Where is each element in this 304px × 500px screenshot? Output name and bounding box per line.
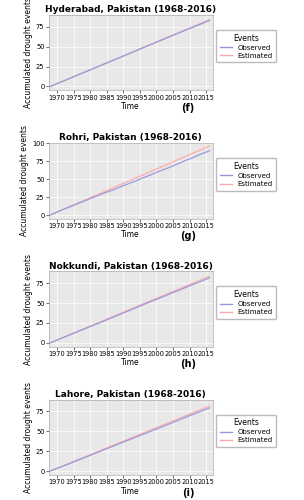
X-axis label: Time: Time bbox=[121, 358, 140, 368]
Y-axis label: Accumulated drought events: Accumulated drought events bbox=[20, 126, 29, 236]
Y-axis label: Accumulated drought events: Accumulated drought events bbox=[24, 382, 33, 493]
Text: (h): (h) bbox=[180, 360, 196, 370]
Title: Hyderabad, Pakistan (1968-2016): Hyderabad, Pakistan (1968-2016) bbox=[45, 5, 216, 14]
Y-axis label: Accumulated drought events: Accumulated drought events bbox=[24, 0, 33, 108]
Y-axis label: Accumulated drought events: Accumulated drought events bbox=[24, 254, 33, 364]
Title: Nokkundi, Pakistan (1968-2016): Nokkundi, Pakistan (1968-2016) bbox=[49, 262, 213, 270]
X-axis label: Time: Time bbox=[121, 102, 140, 111]
Text: (f): (f) bbox=[181, 103, 195, 113]
X-axis label: Time: Time bbox=[121, 486, 140, 496]
X-axis label: Time: Time bbox=[121, 230, 140, 239]
Legend: Observed, Estimated: Observed, Estimated bbox=[216, 414, 276, 447]
Title: Lahore, Pakistan (1968-2016): Lahore, Pakistan (1968-2016) bbox=[55, 390, 206, 399]
Legend: Observed, Estimated: Observed, Estimated bbox=[216, 30, 276, 62]
Legend: Observed, Estimated: Observed, Estimated bbox=[216, 286, 276, 318]
Text: (g): (g) bbox=[180, 231, 196, 241]
Title: Rohri, Pakistan (1968-2016): Rohri, Pakistan (1968-2016) bbox=[59, 134, 202, 142]
Legend: Observed, Estimated: Observed, Estimated bbox=[216, 158, 276, 190]
Text: (i): (i) bbox=[182, 488, 195, 498]
